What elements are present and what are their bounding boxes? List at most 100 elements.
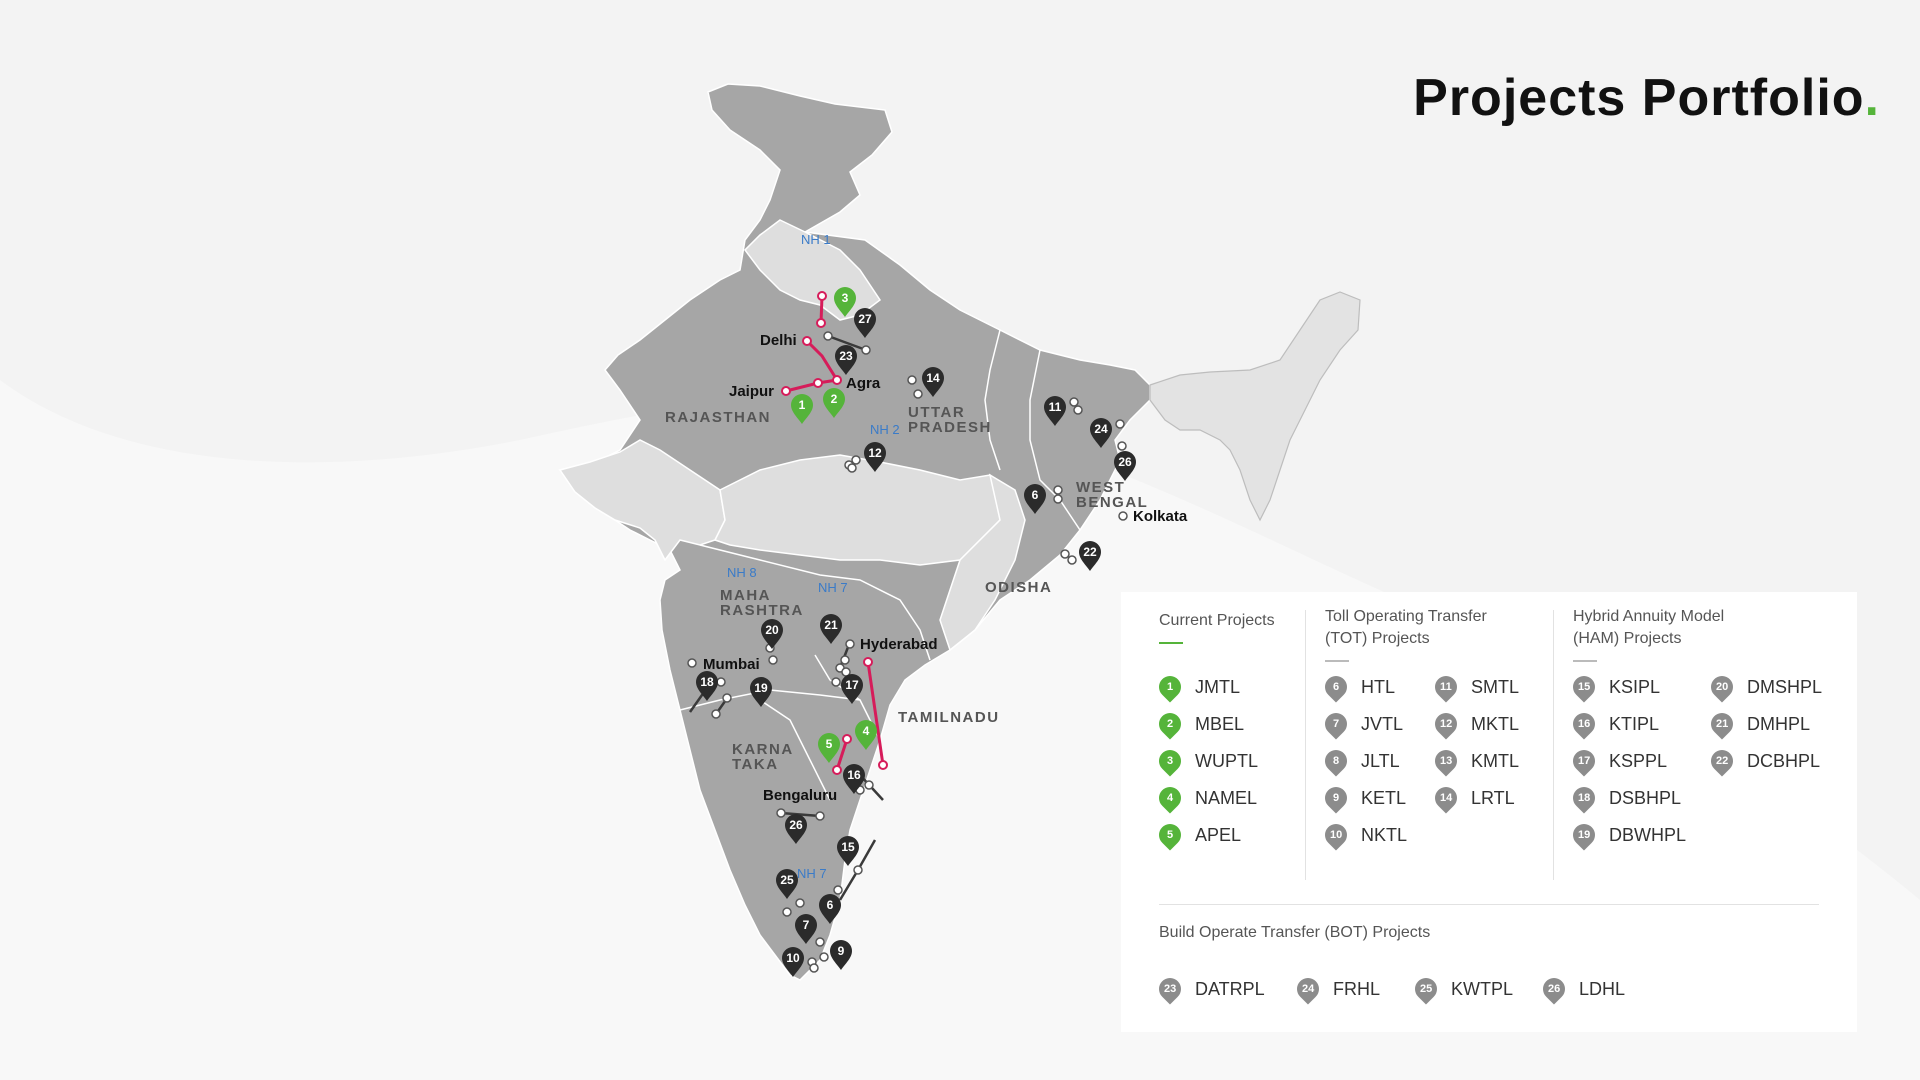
map-pin-icon: 17 xyxy=(1568,745,1600,777)
map-pin-icon xyxy=(791,394,813,424)
map-pin-icon: 16 xyxy=(1568,708,1600,740)
legend-item-label: JLTL xyxy=(1361,750,1400,771)
state-label-maharashtra-2: RASHTRA xyxy=(720,602,804,619)
map-pin-icon: 20 xyxy=(1706,671,1738,703)
map-marker-number: 4 xyxy=(863,724,870,738)
city-label-kolkata: Kolkata xyxy=(1133,508,1188,525)
map-marker-number: 1 xyxy=(799,398,806,412)
map-pin-icon xyxy=(820,614,842,644)
map-marker-number: 26 xyxy=(789,818,803,832)
map-marker[interactable]: 26 xyxy=(1114,451,1136,481)
legend-item-label: WUPTL xyxy=(1195,750,1258,771)
map-pin-icon: 6 xyxy=(1320,671,1352,703)
map-pin-icon: 26 xyxy=(1538,973,1570,1005)
map-pin-icon: 22 xyxy=(1706,745,1738,777)
highway-label-nh7: NH 7 xyxy=(818,580,848,595)
pin-number: 14 xyxy=(1439,792,1453,804)
pin-number: 9 xyxy=(1332,792,1340,804)
map-marker-number: 11 xyxy=(1049,400,1062,414)
map-pin-icon xyxy=(1044,396,1066,426)
map-marker[interactable]: 27 xyxy=(854,308,876,338)
map-marker[interactable]: 2 xyxy=(823,388,845,418)
map-marker-number: 14 xyxy=(926,371,940,385)
map-marker[interactable]: 3 xyxy=(834,287,856,317)
legend-item: 24 FRHL xyxy=(1292,973,1381,1005)
map-marker[interactable]: 22 xyxy=(1079,541,1101,571)
map-marker[interactable]: 17 xyxy=(841,674,863,704)
map-pin-icon: 10 xyxy=(1320,819,1352,851)
pin-number: 4 xyxy=(1166,792,1174,804)
pin-number: 8 xyxy=(1332,755,1340,767)
legend-item: 15 KSIPL xyxy=(1568,671,1660,703)
legend-item-label: SMTL xyxy=(1471,676,1520,697)
map-marker[interactable]: 18 xyxy=(696,671,718,701)
legend-panel: Current Projects 1 JMTL 2 MBEL 3 WUPTL 4 NAMEL 5… xyxy=(1121,592,1857,1032)
legend-item-label: JMTL xyxy=(1195,676,1240,697)
map-marker[interactable]: 5 xyxy=(818,733,840,763)
pin-number: 1 xyxy=(1166,681,1174,693)
map-marker[interactable]: 21 xyxy=(820,614,842,644)
map-pin-icon xyxy=(1079,541,1101,571)
map-marker[interactable]: 10 xyxy=(782,947,804,977)
map-marker[interactable]: 25 xyxy=(776,869,798,899)
map-marker-number: 25 xyxy=(780,873,794,887)
map-marker[interactable]: 6 xyxy=(1024,484,1046,514)
map-marker[interactable]: 7 xyxy=(795,914,817,944)
highway-label-nh2: NH 2 xyxy=(870,422,900,437)
map-marker[interactable]: 20 xyxy=(761,619,783,649)
map-marker[interactable]: 15 xyxy=(837,836,859,866)
legend-item: 21 DMHPL xyxy=(1706,708,1810,740)
legend-item: 26 LDHL xyxy=(1538,973,1625,1005)
map-marker[interactable]: 4 xyxy=(855,720,877,750)
map-pin-icon xyxy=(776,869,798,899)
map-pin-icon: 9 xyxy=(1320,782,1352,814)
legend-item-label: JVTL xyxy=(1361,713,1404,734)
map-marker[interactable]: 12 xyxy=(864,442,886,472)
map-pin-icon: 13 xyxy=(1430,745,1462,777)
legend-item: 13 KMTL xyxy=(1430,745,1519,777)
legend-item-label: DCBHPL xyxy=(1747,750,1821,771)
state-label-maharashtra-1: MAHA xyxy=(720,587,771,604)
state-label-west-bengal-1: WEST xyxy=(1076,479,1125,496)
map-marker[interactable]: 14 xyxy=(922,367,944,397)
map-marker-number: 23 xyxy=(839,349,853,363)
map-pin-icon xyxy=(841,674,863,704)
city-label-jaipur: Jaipur xyxy=(729,383,774,400)
map-marker[interactable]: 24 xyxy=(1090,418,1112,448)
divider xyxy=(1553,610,1554,880)
map-pin-icon xyxy=(864,442,886,472)
map-marker-number: 6 xyxy=(827,898,834,912)
map-marker[interactable]: 1 xyxy=(791,394,813,424)
map-marker[interactable]: 23 xyxy=(835,345,857,375)
map-marker-number: 16 xyxy=(847,768,861,782)
state-label-karnataka-1: KARNA xyxy=(732,741,794,758)
map-pin-icon: 7 xyxy=(1320,708,1352,740)
map-marker[interactable]: 11 xyxy=(1044,396,1066,426)
map-pin-icon: 15 xyxy=(1568,671,1600,703)
pin-number: 16 xyxy=(1577,718,1591,730)
legend-item-label: FRHL xyxy=(1333,978,1381,999)
pin-number: 18 xyxy=(1577,792,1591,804)
tot-heading-line2: (TOT) Projects xyxy=(1325,630,1430,647)
map-marker[interactable]: 6 xyxy=(819,894,841,924)
map-marker[interactable]: 26 xyxy=(785,814,807,844)
legend-item: 6 HTL xyxy=(1320,671,1395,703)
map-marker-number: 19 xyxy=(754,681,768,695)
map-pin-icon: 2 xyxy=(1154,708,1186,740)
map-marker[interactable]: 16 xyxy=(843,764,865,794)
map-pin-icon xyxy=(854,308,876,338)
city-label-agra: Agra xyxy=(846,375,881,392)
city-label-delhi: Delhi xyxy=(760,332,797,349)
map-marker-number: 15 xyxy=(841,840,855,854)
map-pin-icon xyxy=(835,345,857,375)
pin-number: 7 xyxy=(1332,718,1340,730)
state-label-tamilnadu: TAMILNADU xyxy=(898,709,1000,726)
legend-item-label: DBWHPL xyxy=(1609,824,1687,845)
map-pin-icon xyxy=(823,388,845,418)
map-pin-icon: 19 xyxy=(1568,819,1600,851)
map-marker[interactable]: 9 xyxy=(830,940,852,970)
map-pin-icon xyxy=(837,836,859,866)
map-marker[interactable]: 19 xyxy=(750,677,772,707)
